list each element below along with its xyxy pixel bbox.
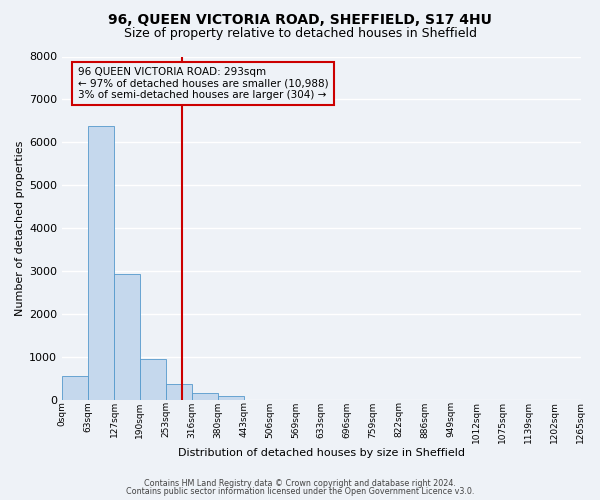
Bar (88, 126, 114, 400)
X-axis label: Distribution of detached houses by size in Sheffield: Distribution of detached houses by size … (178, 448, 465, 458)
Bar (114, 274, 140, 400)
Bar (192, 393, 218, 400)
Text: 96 QUEEN VICTORIA ROAD: 293sqm
← 97% of detached houses are smaller (10,988)
3% : 96 QUEEN VICTORIA ROAD: 293sqm ← 97% of … (78, 67, 328, 100)
Bar (218, 396, 244, 400)
Text: Contains HM Land Registry data © Crown copyright and database right 2024.: Contains HM Land Registry data © Crown c… (144, 478, 456, 488)
Text: 96, QUEEN VICTORIA ROAD, SHEFFIELD, S17 4HU: 96, QUEEN VICTORIA ROAD, SHEFFIELD, S17 … (108, 12, 492, 26)
Bar (62, 376, 88, 400)
Y-axis label: Number of detached properties: Number of detached properties (15, 140, 25, 316)
Text: Size of property relative to detached houses in Sheffield: Size of property relative to detached ho… (124, 28, 476, 40)
Bar (166, 384, 192, 400)
Text: Contains public sector information licensed under the Open Government Licence v3: Contains public sector information licen… (126, 487, 474, 496)
Bar (140, 358, 166, 400)
